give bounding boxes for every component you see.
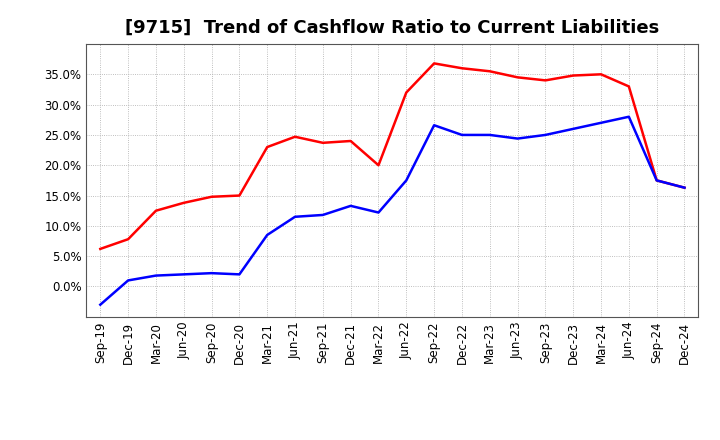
Operating CF to Current Liabilities — [680, 185, 689, 191]
Operating CF to Current Liabilities — [513, 75, 522, 80]
Free CF to Current Liabilities — [263, 232, 271, 238]
Operating CF to Current Liabilities — [402, 90, 410, 95]
Operating CF to Current Liabilities — [597, 72, 606, 77]
Operating CF to Current Liabilities — [624, 84, 633, 89]
Operating CF to Current Liabilities — [485, 69, 494, 74]
Free CF to Current Liabilities — [346, 203, 355, 209]
Operating CF to Current Liabilities — [235, 193, 243, 198]
Line: Operating CF to Current Liabilities: Operating CF to Current Liabilities — [100, 63, 685, 249]
Free CF to Current Liabilities — [597, 120, 606, 125]
Free CF to Current Liabilities — [430, 123, 438, 128]
Line: Free CF to Current Liabilities: Free CF to Current Liabilities — [100, 117, 685, 304]
Free CF to Current Liabilities — [624, 114, 633, 119]
Free CF to Current Liabilities — [513, 136, 522, 141]
Operating CF to Current Liabilities — [346, 138, 355, 143]
Operating CF to Current Liabilities — [318, 140, 327, 146]
Operating CF to Current Liabilities — [291, 134, 300, 139]
Operating CF to Current Liabilities — [458, 66, 467, 71]
Operating CF to Current Liabilities — [124, 237, 132, 242]
Operating CF to Current Liabilities — [374, 163, 383, 168]
Operating CF to Current Liabilities — [96, 246, 104, 252]
Operating CF to Current Liabilities — [152, 208, 161, 213]
Free CF to Current Liabilities — [374, 210, 383, 215]
Free CF to Current Liabilities — [152, 273, 161, 278]
Operating CF to Current Liabilities — [652, 178, 661, 183]
Free CF to Current Liabilities — [652, 178, 661, 183]
Free CF to Current Liabilities — [569, 126, 577, 132]
Free CF to Current Liabilities — [291, 214, 300, 220]
Free CF to Current Liabilities — [485, 132, 494, 138]
Free CF to Current Liabilities — [458, 132, 467, 138]
Operating CF to Current Liabilities — [541, 78, 550, 83]
Operating CF to Current Liabilities — [263, 144, 271, 150]
Operating CF to Current Liabilities — [207, 194, 216, 199]
Free CF to Current Liabilities — [680, 185, 689, 191]
Operating CF to Current Liabilities — [179, 200, 188, 205]
Free CF to Current Liabilities — [402, 178, 410, 183]
Free CF to Current Liabilities — [318, 213, 327, 218]
Operating CF to Current Liabilities — [569, 73, 577, 78]
Free CF to Current Liabilities — [541, 132, 550, 138]
Free CF to Current Liabilities — [207, 271, 216, 276]
Operating CF to Current Liabilities — [430, 61, 438, 66]
Free CF to Current Liabilities — [96, 302, 104, 307]
Free CF to Current Liabilities — [179, 272, 188, 277]
Title: [9715]  Trend of Cashflow Ratio to Current Liabilities: [9715] Trend of Cashflow Ratio to Curren… — [125, 19, 660, 37]
Free CF to Current Liabilities — [124, 278, 132, 283]
Free CF to Current Liabilities — [235, 272, 243, 277]
